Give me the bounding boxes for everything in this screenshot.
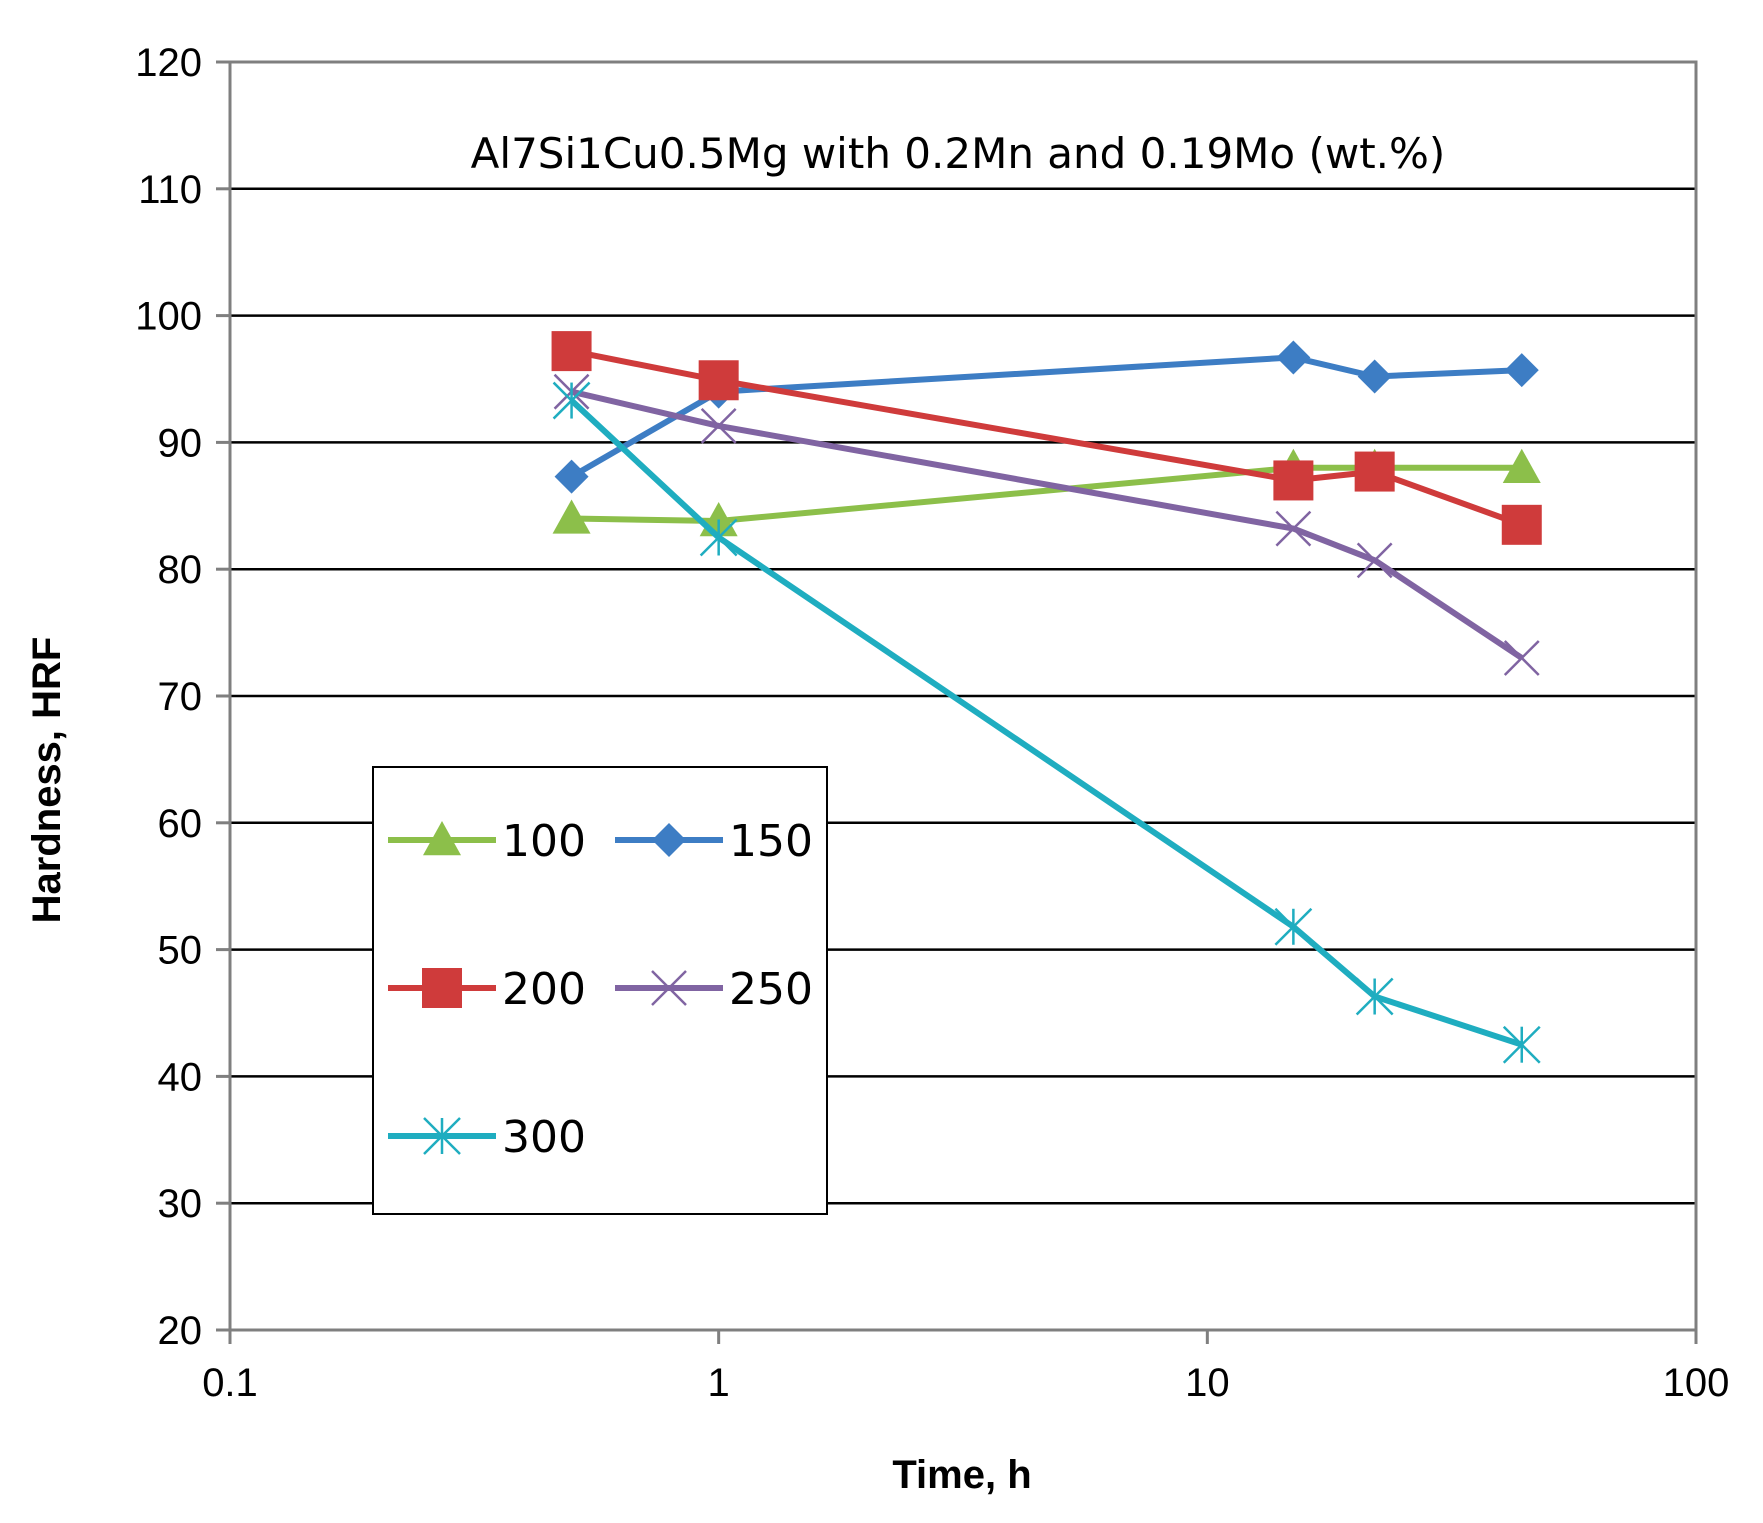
data-point [1355, 977, 1394, 1016]
y-tick-label: 40 [158, 1055, 203, 1099]
y-tick-label: 110 [138, 168, 202, 212]
data-point [1276, 340, 1311, 375]
y-tick-label: 90 [158, 421, 203, 465]
data-point [552, 499, 591, 534]
x-tick-label: 10 [1185, 1361, 1230, 1405]
data-point [1503, 640, 1540, 676]
legend-items: 100 150 200 250 300 [388, 816, 813, 1163]
legend-label: 300 [502, 1112, 586, 1163]
chart-annotation: Al7Si1Cu0.5Mg with 0.2Mn and 0.19Mo (wt.… [471, 129, 1446, 178]
data-point [1502, 448, 1541, 483]
series-300 [552, 381, 1541, 1064]
y-tick-label: 30 [158, 1182, 203, 1226]
data-point [1354, 451, 1395, 492]
series-group [551, 331, 1542, 1064]
data-point [699, 518, 738, 557]
legend-entry-100: 100 [388, 816, 586, 867]
legend-label: 150 [729, 816, 813, 867]
data-point [1501, 504, 1542, 545]
legend-label: 250 [729, 964, 813, 1015]
x-tick-label: 100 [1663, 1361, 1730, 1405]
legend-entry-250: 250 [615, 964, 813, 1015]
y-tick-label: 50 [158, 929, 203, 973]
y-tick-label: 20 [158, 1309, 203, 1353]
legend-label: 100 [502, 816, 586, 867]
y-tick-label: 100 [135, 295, 202, 339]
y-axis-title: Hardness, HRF [25, 637, 69, 924]
x-axis-title: Time, h [892, 1453, 1031, 1497]
legend: 100 150 200 250 300 [372, 766, 828, 1215]
data-point [423, 1117, 461, 1155]
data-point [698, 360, 739, 401]
data-point [1357, 359, 1392, 394]
y-tick-label: 60 [158, 802, 203, 846]
y-tick-label: 80 [158, 548, 203, 592]
data-point [651, 970, 687, 1006]
y-tick-label: 70 [158, 675, 203, 719]
y-tick-label: 120 [135, 41, 202, 85]
data-point [1274, 907, 1313, 946]
data-point [552, 381, 591, 420]
x-tick-label: 0.1 [202, 1361, 258, 1405]
data-point [1504, 353, 1539, 388]
legend-entry-150: 150 [615, 816, 813, 867]
data-point [1273, 460, 1314, 501]
data-point [652, 823, 686, 857]
data-point [700, 408, 737, 444]
legend-entry-200: 200 [388, 964, 586, 1015]
data-point [422, 968, 462, 1008]
x-tick-label: 1 [708, 1361, 730, 1405]
data-point [1502, 1025, 1541, 1064]
series-200 [551, 331, 1542, 545]
data-point [554, 459, 589, 494]
data-point [1275, 510, 1312, 547]
data-point [1356, 542, 1393, 579]
legend-entry-300: 300 [388, 1112, 586, 1163]
legend-label: 200 [502, 964, 586, 1015]
data-point [551, 331, 592, 372]
data-point [423, 821, 461, 856]
